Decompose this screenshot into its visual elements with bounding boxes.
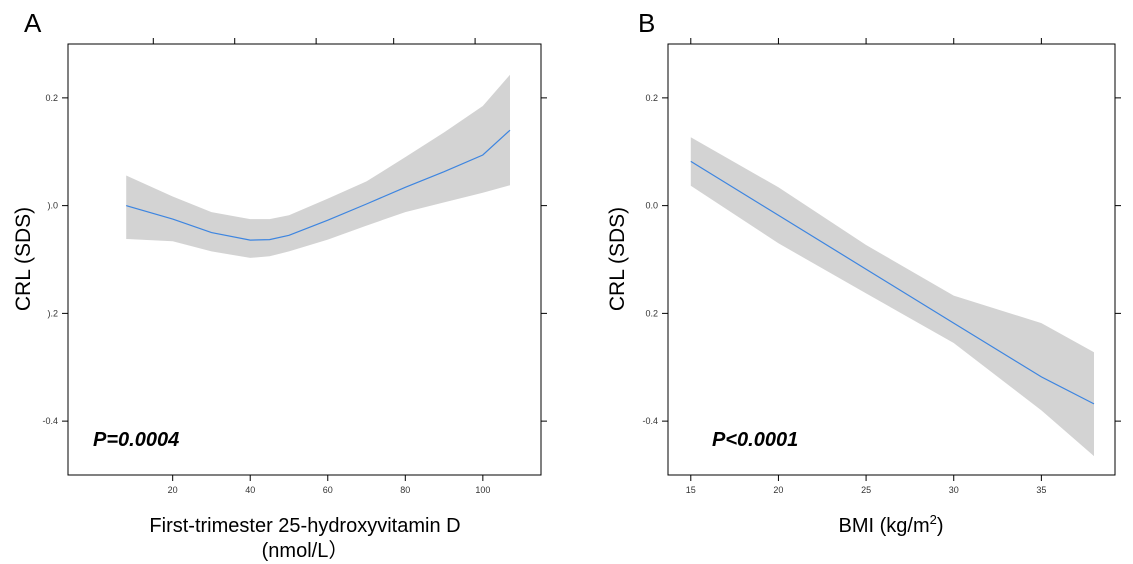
x-axis-label-b: BMI (kg/m2): [838, 512, 943, 537]
panel-b: B 15 20 25 30 35 0.2 0.0 0.2 -0.4 CRL (SDS) P<0.…: [606, 8, 1121, 537]
x-tick-label-b: 30: [949, 485, 959, 495]
confidence-band-b: [690, 137, 1094, 457]
x-axis-label-a: First-trimester 25-hydroxyvitamin D: [149, 515, 460, 537]
plot-frame-a: [67, 43, 542, 476]
y-tick-label-a: 0.2: [45, 93, 58, 103]
x-tick-label-b: 20: [773, 485, 783, 495]
y-tick-label-b: 0.2: [645, 308, 658, 318]
p-value-annotation-b: P<0.0001: [712, 429, 798, 451]
y-tick-label-b: 0.0: [645, 201, 658, 211]
fitted-line-a: [126, 129, 511, 241]
plot-frame-b: [667, 43, 1116, 476]
y-axis-label-b: CRL (SDS): [606, 207, 629, 311]
x-axis-label-a-line2: (nmol/L）: [262, 539, 349, 562]
y-tick-label-a: ).0: [47, 201, 58, 211]
panel-label-a: A: [24, 8, 42, 38]
x-tick-label-b: 15: [686, 485, 696, 495]
y-tick-label-b: 0.2: [645, 93, 658, 103]
panel-label-b: B: [638, 8, 655, 38]
x-tick-label-b: 25: [861, 485, 871, 495]
y-tick-label-b: -0.4: [642, 416, 658, 426]
x-tick-label-a: 20: [168, 485, 178, 495]
fitted-line-b: [690, 160, 1095, 405]
x-tick-label-a: 80: [400, 485, 410, 495]
x-tick-label-a: 100: [475, 485, 490, 495]
x-axis-label-b-sup: 2: [930, 512, 937, 527]
x-tick-label-b: 35: [1036, 485, 1046, 495]
y-axis-label-a: CRL (SDS): [12, 207, 35, 311]
x-axis-label-b-tail: ): [937, 515, 944, 537]
x-tick-label-a: 40: [245, 485, 255, 495]
panel-a: A 20 40 60 80 100 0.2 ).0 ).2 -0.4 CRL (SDS) P=0…: [12, 8, 547, 562]
confidence-band-a: [126, 74, 510, 258]
p-value-annotation-a: P=0.0004: [93, 429, 179, 451]
y-tick-label-a: -0.4: [42, 416, 58, 426]
x-tick-label-a: 60: [323, 485, 333, 495]
y-tick-label-a: ).2: [47, 308, 58, 318]
x-axis-label-b-main: BMI (kg/m: [838, 515, 929, 537]
